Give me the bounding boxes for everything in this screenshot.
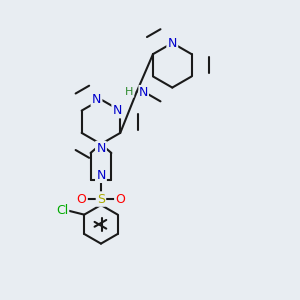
Text: Cl: Cl bbox=[56, 204, 68, 217]
Text: S: S bbox=[97, 193, 105, 206]
Text: O: O bbox=[115, 193, 125, 206]
Text: N: N bbox=[92, 93, 101, 106]
Text: O: O bbox=[77, 193, 87, 206]
Text: N: N bbox=[139, 85, 148, 98]
Text: N: N bbox=[112, 104, 122, 117]
Text: N: N bbox=[168, 37, 177, 50]
Text: N: N bbox=[96, 142, 106, 155]
Text: N: N bbox=[96, 169, 106, 182]
Text: H: H bbox=[125, 87, 134, 97]
